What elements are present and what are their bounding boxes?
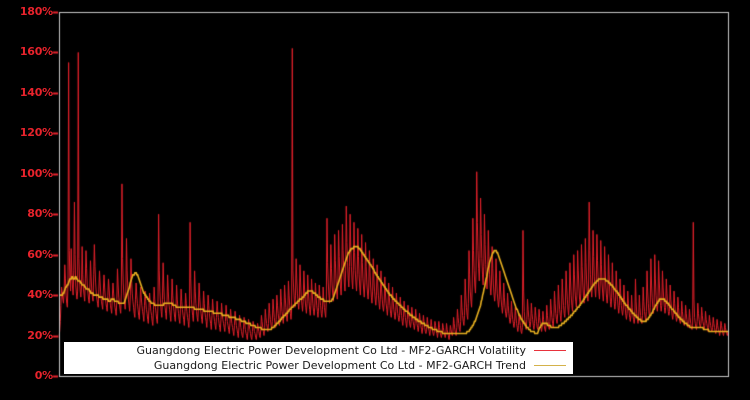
legend-line-swatch-volatility [534,350,566,351]
legend-label-trend: Guangdong Electric Power Development Co … [153,359,526,372]
legend-label-volatility: Guangdong Electric Power Development Co … [136,344,527,357]
legend-item-volatility: Guangdong Electric Power Development Co … [65,343,572,358]
legend-line-swatch-trend [534,365,566,366]
legend-item-trend: Guangdong Electric Power Development Co … [65,358,572,373]
chart-legend: Guangdong Electric Power Development Co … [64,342,573,374]
